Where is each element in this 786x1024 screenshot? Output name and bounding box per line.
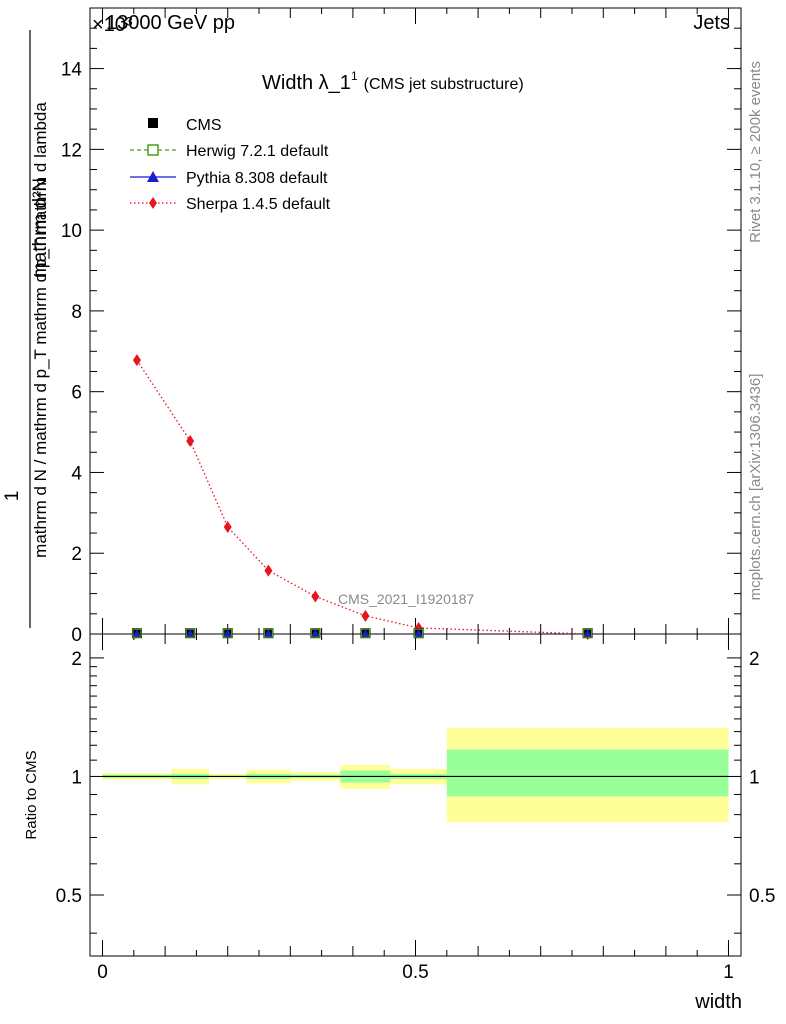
legend-sherpa-marker	[149, 197, 157, 209]
sherpa-point	[186, 434, 195, 447]
ratio-y-tick-label-right: 0.5	[749, 886, 775, 907]
ratio-y-tick-label-right: 1	[749, 767, 760, 788]
x-tick-label: 1	[723, 962, 734, 983]
pythia-point	[132, 629, 141, 637]
chart-title: Width λ_11 (CMS jet substructure)	[262, 69, 524, 94]
data-series	[131, 354, 593, 640]
main-y-tick-label: 8	[71, 302, 82, 323]
ratio-y-tick-label: 2	[71, 649, 82, 670]
main-y-tick-label: 10	[61, 221, 82, 242]
x-tick-label: 0	[97, 962, 108, 983]
pythia-point	[414, 629, 423, 637]
mcplots-label: mcplots.cern.ch [arXiv:1306.3436]	[747, 374, 764, 601]
pythia-point	[264, 629, 273, 637]
legend-cms-marker	[148, 118, 158, 128]
chart-title-sup: 1	[351, 69, 358, 83]
y-axis-label-denominator: mathrm d N / mathrm d p_T mathrm d p_T m…	[31, 102, 50, 558]
x-axis-label: width	[694, 991, 742, 1013]
legend-sherpa-label: Sherpa 1.4.5 default	[186, 196, 331, 213]
pythia-point	[223, 629, 232, 637]
main-y-tick-label: 12	[61, 140, 82, 161]
sherpa-point	[223, 520, 232, 533]
legend-pythia-label: Pythia 8.308 default	[186, 170, 328, 187]
ratio-y-axis-label: Ratio to CMS	[23, 750, 40, 839]
legend-cms-label: CMS	[186, 117, 222, 134]
ratio-y-tick-label: 1	[71, 767, 82, 788]
chart-title-sub: (CMS jet substructure)	[364, 76, 524, 93]
main-y-tick-label: 2	[71, 544, 82, 565]
main-y-tick-label: 14	[61, 60, 83, 81]
y-axis-label-top: mathrm d²N	[30, 178, 51, 278]
sherpa-point	[311, 590, 320, 603]
sherpa-point	[264, 564, 273, 577]
pythia-point	[583, 629, 592, 637]
legend: CMS Herwig 7.2.1 default Pythia 8.308 de…	[130, 117, 331, 213]
pythia-point	[186, 629, 195, 637]
process-label: Jets	[693, 12, 730, 34]
analysis-label: CMS_2021_I1920187	[338, 591, 474, 607]
rivet-label: Rivet 3.1.10, ≥ 200k events	[747, 61, 764, 243]
sherpa-point	[132, 354, 141, 367]
ratio-y-tick-label-right: 2	[749, 649, 760, 670]
sherpa-line	[136, 359, 588, 635]
main-y-tick-label: 0	[71, 625, 82, 646]
main-y-tick-label: 4	[71, 463, 82, 484]
ratio-band-inner	[446, 749, 729, 797]
x-tick-label: 0.5	[402, 962, 428, 983]
main-panel-frame	[89, 7, 742, 635]
legend-herwig-label: Herwig 7.2.1 default	[186, 143, 329, 160]
axis-ticks	[90, 7, 741, 956]
ratio-bands	[102, 727, 729, 823]
main-y-tick-label: 6	[71, 383, 82, 404]
sherpa-point	[361, 609, 370, 622]
chart-title-main: Width λ_1	[262, 72, 351, 94]
pythia-point	[311, 629, 320, 637]
energy-label: 13000 GeV pp	[106, 12, 235, 34]
ratio-y-tick-label: 0.5	[56, 886, 82, 907]
pythia-point	[361, 629, 370, 637]
y-axis-label-numerator: 1	[2, 491, 23, 502]
legend-herwig-marker	[147, 144, 159, 156]
legend-pythia-marker	[147, 171, 159, 182]
